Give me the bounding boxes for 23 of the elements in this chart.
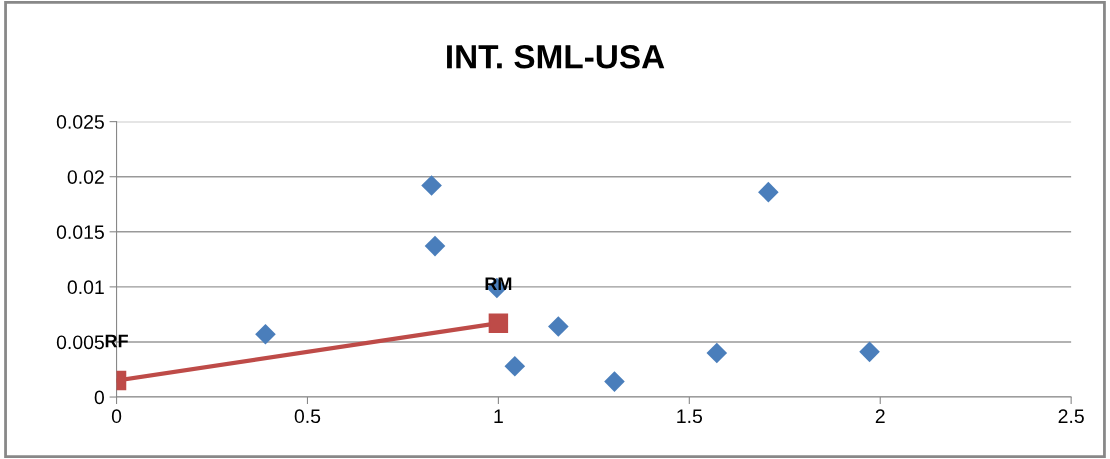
point [548,316,569,337]
y-tick-label: 0.005 [56,335,104,350]
point [424,235,446,257]
point [758,181,779,203]
point [604,371,625,392]
point [706,342,728,364]
y-tick-label: 0 [94,390,104,405]
annotation: RF [105,334,128,348]
y-tick-label: 0.025 [56,115,104,129]
x-tick-label: 1 [494,409,503,423]
point [255,323,276,345]
x-tick-label: 2 [875,409,885,423]
x-tick-label: 2.5 [1058,409,1084,424]
chart-title: INT. SML-USA [447,45,665,69]
point [421,175,442,196]
y-tick-label: 0.015 [56,225,104,240]
point [504,355,526,377]
y-tick-label: 0.01 [67,280,104,295]
point [859,341,880,363]
x-tick-label: 0.5 [294,409,321,424]
x-tick-label: 1.5 [677,409,703,424]
x-tick-label: 0 [111,409,122,424]
y-tick-label: 0.02 [67,170,104,184]
